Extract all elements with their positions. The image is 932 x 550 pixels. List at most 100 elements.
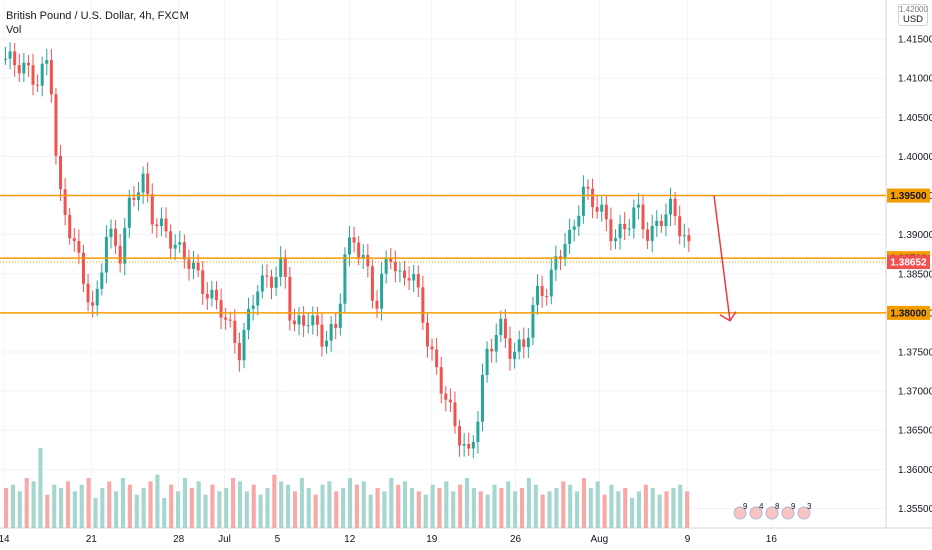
volume-bar [354, 484, 359, 528]
volume-bar [416, 491, 421, 528]
volume-bar [224, 488, 229, 528]
candle-body [389, 258, 393, 263]
volume-bar [588, 488, 593, 528]
volume-bar [17, 491, 22, 528]
candle-body [114, 228, 118, 246]
candle-body [659, 220, 663, 227]
candle-body [146, 173, 150, 195]
candle-body [425, 322, 429, 347]
candle-body [467, 443, 471, 449]
candle-body [265, 275, 269, 277]
volume-bar [643, 484, 648, 528]
volume-bar [100, 488, 105, 528]
volume-bar [389, 478, 394, 528]
y-tick-label: 1.40500 [898, 113, 932, 124]
candle-body [591, 188, 595, 208]
candle-body [63, 189, 67, 215]
price-level-tag: 1.39500 [887, 188, 930, 203]
candle-body [471, 441, 475, 449]
candle-body [100, 272, 104, 289]
y-tick-label: 1.41000 [898, 74, 932, 85]
volume-bar [430, 484, 435, 528]
y-tick-label: 1.40000 [898, 152, 932, 163]
candle-body [109, 228, 113, 237]
volume-bar [155, 474, 160, 528]
volume-bar [107, 481, 112, 528]
volume-bar [72, 491, 77, 528]
candle-body [178, 242, 182, 245]
candle-body [563, 243, 567, 260]
candle-body [283, 257, 287, 277]
candle-body [8, 51, 12, 59]
candle-body [260, 275, 264, 292]
candle-body [627, 228, 631, 230]
volume-bar [327, 481, 332, 528]
x-tick-label: Aug [590, 534, 608, 545]
candle-body [329, 323, 333, 341]
candle-body [302, 315, 306, 326]
candle-body [72, 238, 76, 242]
economic-event-count: 4 [759, 502, 764, 511]
candle-body [398, 270, 402, 272]
price-tag-label: 1.39500 [890, 191, 927, 202]
y-tick-label: 1.36000 [898, 465, 932, 476]
volume-bar [45, 494, 50, 528]
volume-bar [540, 494, 545, 528]
candle-body [540, 285, 544, 296]
candle-body [508, 338, 512, 360]
y-tick-label: 1.41500 [898, 35, 932, 46]
candle-body [123, 227, 127, 264]
volume-bar [4, 488, 9, 528]
candle-body [435, 349, 439, 368]
candle-body [118, 245, 122, 264]
candle-body [228, 319, 232, 321]
volume-bar [409, 488, 415, 528]
volume-bar [231, 478, 236, 528]
volume-bar [547, 491, 552, 528]
volume-bar [93, 498, 98, 528]
candle-body [31, 65, 35, 85]
candle-body [480, 375, 484, 422]
volume-bar [636, 491, 642, 528]
candle-body [26, 62, 30, 66]
volume-bar [162, 498, 167, 528]
volume-bar [251, 484, 256, 528]
economic-event-icon [797, 506, 811, 520]
volume-bar [141, 488, 146, 528]
y-tick-label: 1.39000 [898, 230, 932, 241]
candle-body [632, 207, 636, 229]
candle-body [352, 237, 356, 243]
volume-indicator-label[interactable]: Vol [6, 24, 22, 36]
candle-body [641, 204, 645, 230]
volume-bar [526, 478, 531, 528]
economic-event-icon [765, 506, 779, 520]
candle-body [531, 304, 535, 338]
volume-bar [196, 481, 201, 528]
x-tick-label: 19 [426, 534, 438, 545]
candle-body [453, 402, 457, 427]
candle-body [568, 229, 572, 244]
volume-bar [623, 488, 628, 528]
candle-body [655, 220, 659, 226]
volume-bar [568, 484, 573, 528]
volume-bar [38, 448, 43, 528]
volume-bar [451, 491, 456, 528]
candle-body [664, 214, 668, 227]
volume-bar [279, 481, 284, 528]
volume-bar [210, 484, 215, 528]
volume-bar [65, 481, 71, 528]
volume-bar [561, 481, 566, 528]
volume-bar [368, 494, 373, 528]
price-level-tag: 1.38000 [887, 305, 930, 320]
candle-body [687, 235, 691, 242]
candle-body [490, 348, 494, 352]
volume-bar [299, 478, 304, 528]
volume-bar [244, 491, 249, 528]
candle-body [288, 276, 292, 321]
candle-body [4, 58, 7, 60]
volume-bar [217, 491, 222, 528]
economic-event-count: 9 [791, 502, 796, 511]
currency-badge[interactable]: 1.42000 USD [898, 4, 928, 26]
candle-body [270, 276, 274, 288]
